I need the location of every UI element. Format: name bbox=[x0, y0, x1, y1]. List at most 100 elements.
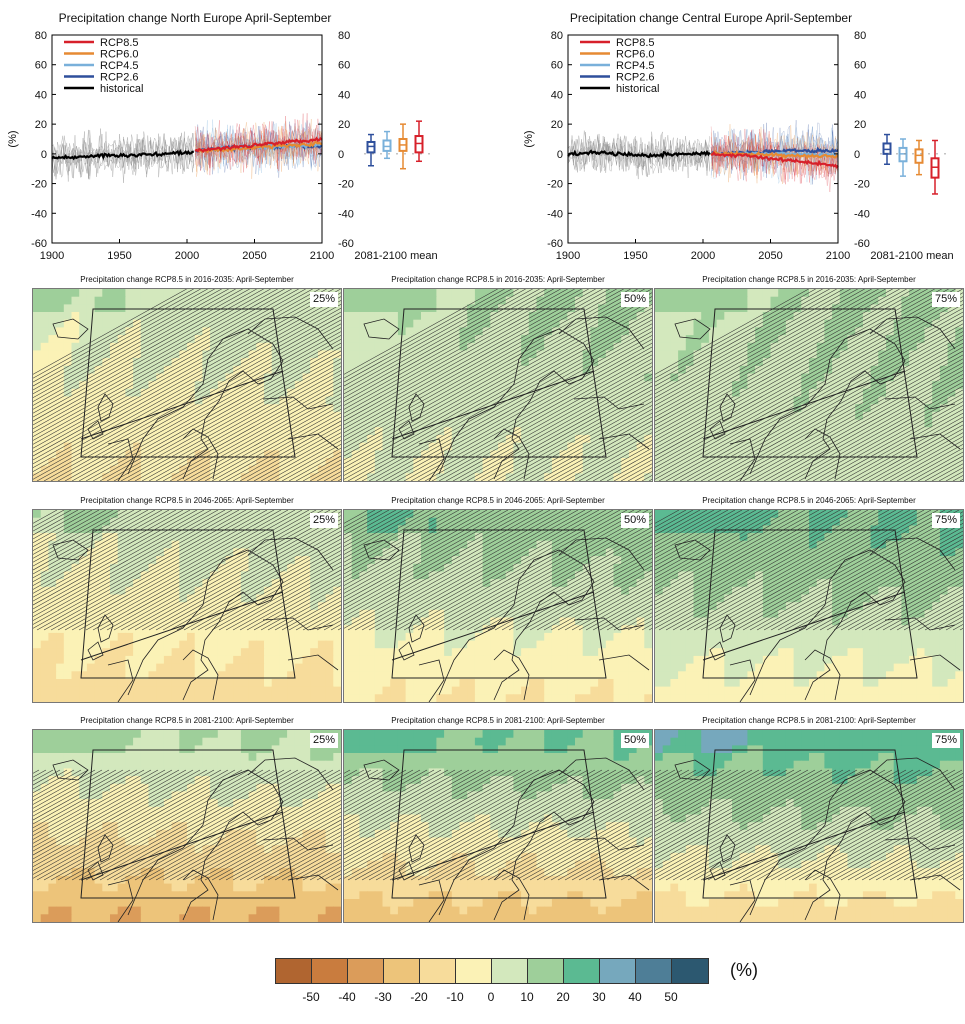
heatmap-cell bbox=[505, 419, 514, 428]
heatmap-cell bbox=[217, 434, 227, 444]
heatmap-cell bbox=[156, 517, 165, 526]
heatmap-cell bbox=[467, 465, 476, 474]
heatmap-cell bbox=[924, 411, 933, 421]
heatmap-cell bbox=[48, 396, 57, 405]
heatmap-cell bbox=[333, 602, 341, 611]
heatmap-cell bbox=[48, 342, 57, 352]
heatmap-cell bbox=[870, 373, 879, 382]
heatmap-cell bbox=[939, 327, 949, 336]
heatmap-cell bbox=[264, 358, 273, 367]
hatch-line bbox=[592, 447, 652, 481]
heatmap-cell bbox=[474, 373, 484, 382]
heatmap-cell bbox=[513, 411, 522, 421]
heatmap-cell bbox=[939, 304, 949, 313]
heatmap-cell bbox=[747, 396, 756, 405]
heatmap-cell bbox=[56, 388, 65, 398]
heatmap-cell bbox=[217, 296, 227, 305]
heatmap-cell bbox=[310, 473, 319, 481]
heatmap-cell bbox=[310, 617, 319, 626]
heatmap-cell bbox=[333, 648, 341, 657]
heatmap-cell bbox=[413, 388, 422, 398]
heatmap-cell bbox=[947, 327, 956, 336]
heatmap-cell bbox=[590, 442, 599, 451]
hatch-line bbox=[529, 412, 652, 481]
heatmap-cell bbox=[421, 419, 430, 428]
heatmap-cell bbox=[724, 319, 733, 328]
heatmap-cell bbox=[816, 473, 825, 481]
heatmap-cell bbox=[33, 358, 42, 367]
heatmap-cell bbox=[48, 571, 57, 580]
heatmap-cell bbox=[71, 579, 80, 588]
hatch-line bbox=[515, 405, 652, 481]
heatmap-cell bbox=[367, 342, 376, 352]
heatmap-cell bbox=[156, 312, 165, 321]
heatmap-cell bbox=[86, 625, 96, 634]
heatmap-cell bbox=[194, 319, 203, 328]
heatmap-cell bbox=[133, 365, 142, 375]
heatmap-cell bbox=[210, 350, 219, 359]
heatmap-cell bbox=[444, 419, 453, 428]
heatmap-cell bbox=[310, 319, 319, 328]
heatmap-cell bbox=[317, 694, 327, 702]
heatmap-cell bbox=[467, 342, 476, 352]
heatmap-cell bbox=[451, 510, 461, 519]
heatmap-cell bbox=[210, 594, 219, 603]
heatmap-cell bbox=[886, 358, 895, 367]
heatmap-cell bbox=[210, 327, 219, 336]
heatmap-cell bbox=[513, 365, 522, 375]
heatmap-cell bbox=[179, 450, 188, 459]
heatmap-cell bbox=[187, 548, 196, 557]
heatmap-cell bbox=[732, 373, 741, 382]
heatmap-cell bbox=[71, 679, 80, 688]
heatmap-cell bbox=[325, 358, 334, 367]
hatch-line bbox=[120, 510, 338, 631]
heatmap-cell bbox=[194, 296, 203, 305]
heatmap-cell bbox=[482, 396, 491, 405]
heatmap-cell bbox=[125, 319, 134, 328]
heatmap-cell bbox=[816, 388, 825, 398]
heatmap-cell bbox=[824, 365, 833, 375]
heatmap-cell bbox=[505, 289, 514, 298]
heatmap-cell bbox=[924, 388, 933, 398]
heatmap-cell bbox=[809, 358, 818, 367]
hatch-line bbox=[302, 608, 341, 631]
heatmap-cell bbox=[451, 548, 461, 557]
map-frame: 25% bbox=[32, 509, 342, 703]
heatmap-cell bbox=[693, 289, 702, 298]
heatmap-cell bbox=[655, 365, 664, 375]
heatmap-cell bbox=[901, 296, 910, 305]
heatmap-cell bbox=[63, 342, 73, 352]
heatmap-cell bbox=[613, 465, 622, 474]
heatmap-cell bbox=[482, 312, 491, 321]
heatmap-cell bbox=[590, 381, 599, 390]
heatmap-cell bbox=[382, 563, 391, 573]
heatmap-cell bbox=[210, 365, 219, 375]
heatmap-cell bbox=[655, 396, 664, 405]
heatmap-cell bbox=[287, 365, 296, 375]
heatmap-cell bbox=[490, 373, 499, 382]
heatmap-cell bbox=[287, 319, 296, 328]
heatmap-cell bbox=[901, 327, 910, 336]
heatmap-cell bbox=[217, 458, 227, 467]
heatmap-cell bbox=[685, 442, 695, 451]
heatmap-cell bbox=[801, 319, 810, 328]
heatmap-cell bbox=[374, 327, 384, 336]
heatmap-cell bbox=[755, 404, 764, 413]
heatmap-cell bbox=[598, 525, 607, 534]
heatmap-cell bbox=[94, 609, 103, 619]
heatmap-cell bbox=[133, 594, 142, 603]
heatmap-cell bbox=[498, 289, 507, 298]
heatmap-cell bbox=[886, 396, 895, 405]
heatmap-cell bbox=[862, 327, 872, 336]
heatmap-cell bbox=[233, 533, 242, 542]
heatmap-cell bbox=[310, 663, 319, 672]
heatmap-cell bbox=[148, 655, 157, 665]
heatmap-cell bbox=[171, 609, 180, 619]
heatmap-cell bbox=[140, 655, 150, 665]
heatmap-cell bbox=[678, 319, 687, 328]
heatmap-cell bbox=[755, 450, 764, 459]
heatmap-cell bbox=[575, 342, 584, 352]
heatmap-cell bbox=[351, 450, 360, 459]
heatmap-cell bbox=[778, 465, 787, 474]
heatmap-cell bbox=[248, 335, 257, 344]
